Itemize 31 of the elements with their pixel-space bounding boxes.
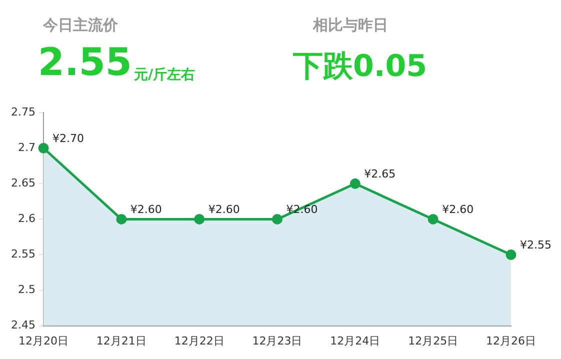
point — [194, 214, 205, 224]
data-label: ¥2.60 — [208, 203, 240, 216]
point — [506, 249, 516, 260]
point — [428, 214, 438, 224]
text: 元/斤左右 — [134, 66, 196, 84]
data-label: ¥2.65 — [364, 168, 396, 181]
x-tick-label: 12月20日 — [18, 334, 68, 348]
y-tick-label: 2.7 — [18, 140, 36, 154]
data-label: ¥2.55 — [520, 238, 552, 252]
x-tick-label: 12月22日 — [174, 334, 224, 348]
x-tick-label: 12月21日 — [96, 334, 146, 348]
y-tick-label: 2.5 — [18, 283, 36, 296]
x-tick-label: 12月26日 — [486, 334, 536, 348]
point — [116, 214, 127, 224]
y-tick-label: 2.45 — [10, 318, 36, 332]
point — [272, 214, 282, 224]
x-tick-label: 12月24日 — [330, 334, 380, 348]
y-tick-label: 2.6 — [18, 212, 36, 226]
text: 相比与昨日 — [313, 16, 388, 35]
x-tick-label: 12月25日 — [408, 334, 458, 348]
text: 下跌0.05 — [293, 48, 428, 86]
data-label: ¥2.60 — [130, 203, 162, 216]
data-label: ¥2.70 — [52, 132, 84, 145]
data-label: ¥2.60 — [442, 203, 474, 216]
point — [38, 142, 49, 154]
point — [350, 178, 360, 189]
x-tick-label: 12月23日 — [252, 334, 302, 348]
y-tick-label: 2.55 — [10, 248, 36, 261]
y-tick-label: 2.65 — [10, 176, 36, 190]
text: 今日主流价 — [43, 16, 118, 35]
y-tick-label: 2.75 — [10, 105, 36, 118]
